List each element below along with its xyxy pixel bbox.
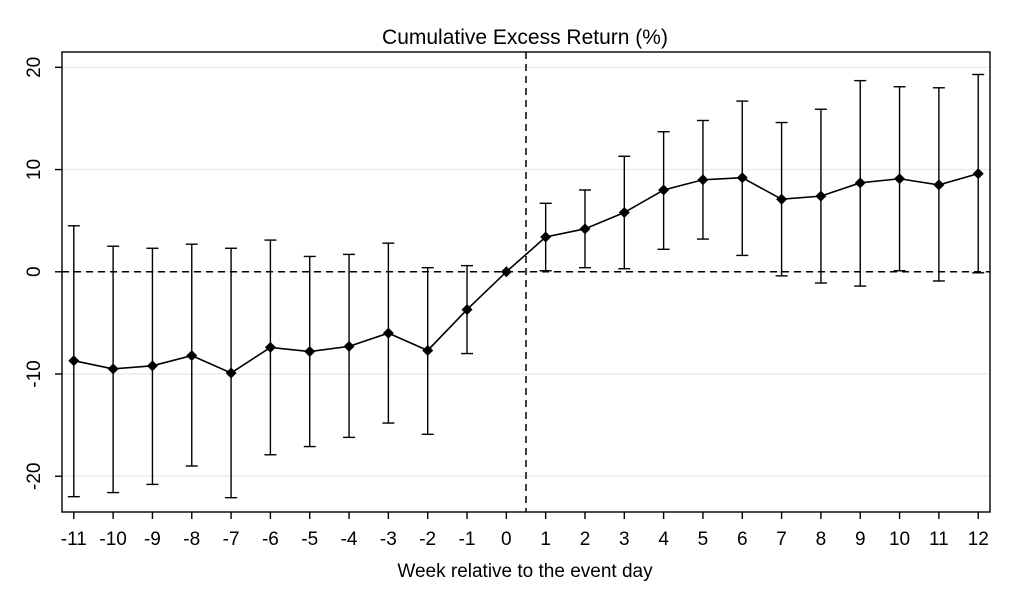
x-tick-label: -8 [183, 529, 200, 550]
data-point [382, 327, 394, 339]
data-point [658, 184, 670, 196]
x-tick-label: 2 [580, 529, 591, 550]
x-tick-label: -7 [223, 529, 240, 550]
data-point [736, 172, 748, 184]
x-tick-label: 8 [816, 529, 827, 550]
x-tick-label: 11 [929, 529, 949, 550]
data-point [225, 367, 237, 379]
data-point [186, 350, 198, 362]
data-point [540, 231, 552, 243]
data-point [618, 206, 630, 218]
data-point [697, 174, 709, 186]
series-line [73, 172, 979, 374]
data-point [422, 344, 434, 356]
data-point [854, 177, 866, 189]
data-point [500, 266, 512, 278]
x-tick-label: -2 [419, 529, 436, 550]
plot-frame [61, 51, 991, 513]
x-tick-label: 5 [698, 529, 709, 550]
reference-lines [62, 52, 990, 512]
data-point [461, 304, 473, 316]
data-point [68, 355, 80, 367]
x-tick-label: 3 [619, 529, 630, 550]
x-tick-label: -9 [144, 529, 161, 550]
data-point [972, 168, 984, 180]
data-point [107, 363, 119, 375]
x-tick-label: 9 [855, 529, 866, 550]
data-point [815, 190, 827, 202]
y-tick-label: -10 [24, 360, 45, 387]
x-tick-label: 10 [889, 529, 910, 550]
x-tick-label: 1 [540, 529, 551, 550]
data-point [264, 341, 276, 353]
data-point [304, 346, 316, 358]
y-tick-label: 10 [24, 159, 45, 180]
y-tick-label: 20 [24, 57, 45, 78]
data-point [146, 360, 158, 372]
chart-title: Cumulative Excess Return (%) [382, 26, 668, 49]
x-tick-label: -5 [301, 529, 318, 550]
data-point [933, 179, 945, 191]
x-tick-label: 0 [501, 529, 512, 550]
x-tick-label: 12 [968, 529, 989, 550]
y-tick-label: -20 [24, 462, 45, 489]
x-tick-label: 4 [658, 529, 669, 550]
x-tick-label: -10 [99, 529, 126, 550]
x-axis-title: Week relative to the event day [397, 561, 653, 582]
x-tick-label: -11 [61, 529, 87, 550]
x-tick-label: -6 [262, 529, 279, 550]
x-tick-label: 7 [776, 529, 787, 550]
data-point [776, 193, 788, 205]
y-tick-label: 0 [24, 266, 45, 277]
series [68, 168, 984, 379]
data-point [894, 173, 906, 185]
data-point [343, 340, 355, 352]
x-tick-label: -1 [459, 529, 476, 550]
x-tick-label: -4 [341, 529, 358, 550]
data-point [579, 223, 591, 235]
x-tick-label: 6 [737, 529, 748, 550]
x-tick-label: -3 [380, 529, 397, 550]
